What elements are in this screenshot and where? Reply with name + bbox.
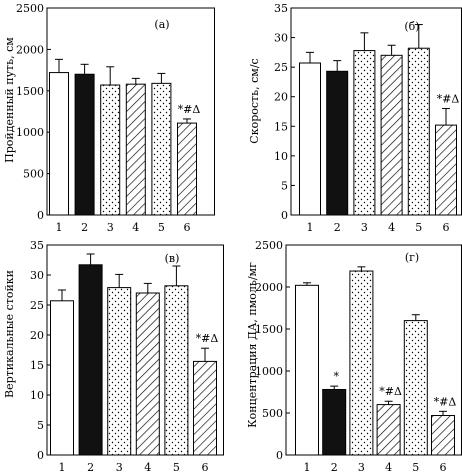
significance-annotation: *#Δ (379, 385, 402, 398)
x-tick-label: 3 (107, 221, 114, 234)
bar (107, 287, 132, 456)
x-tick-label: 3 (361, 221, 368, 234)
y-tick-label: 1000 (16, 126, 44, 139)
plot-frame (46, 244, 224, 456)
panel-label: (г) (405, 251, 419, 264)
y-tick-label: 20 (274, 91, 288, 104)
significance-annotation: *#Δ (437, 93, 460, 106)
x-tick-label: 2 (334, 221, 341, 234)
x-tick-label: 6 (440, 461, 447, 474)
x-tick-label: 6 (443, 221, 450, 234)
x-tick-label: 5 (158, 221, 165, 234)
bar (78, 264, 103, 456)
x-tick-label: 5 (173, 461, 180, 474)
significance-annotation: *#Δ (178, 103, 201, 116)
y-tick-label: 0 (276, 449, 283, 462)
bar (164, 285, 189, 456)
y-tick-label: 30 (30, 269, 44, 282)
panel-label: (а) (154, 18, 169, 31)
bar (403, 320, 428, 456)
y-axis-label: Концентрация ДА, пмоль/мг (246, 262, 259, 428)
y-axis-label: Вертикальные стойки (3, 270, 16, 398)
bar (380, 54, 403, 216)
bar (431, 415, 455, 456)
bar (299, 62, 321, 216)
y-tick-label: 25 (30, 299, 44, 312)
y-tick-label: 5 (37, 419, 44, 432)
panel-label: (в) (165, 252, 180, 265)
bar (135, 292, 160, 456)
bar (151, 82, 172, 216)
y-tick-label: 1500 (16, 85, 44, 98)
y-tick-label: 15 (30, 359, 44, 372)
panel-d: (г) Концентрация ДА, пмоль/мг 0500100015… (246, 239, 462, 474)
x-tick-label: 1 (56, 221, 63, 234)
bar (125, 83, 146, 216)
y-tick-label: 500 (262, 407, 283, 420)
x-tick-label: 3 (358, 461, 365, 474)
y-tick-label: 0 (281, 209, 288, 222)
y-tick-label: 2000 (16, 43, 44, 56)
bar (74, 73, 95, 216)
bar (349, 270, 374, 456)
panel-label: (б) (404, 20, 419, 33)
bar (49, 72, 69, 216)
x-tick-label: 4 (132, 221, 139, 234)
y-tick-label: 2500 (255, 239, 283, 252)
panel-b: (б) Скорость, см/с 0 5 10 15 20 25 30 35 1 2 3 4 5 6 *… (248, 2, 462, 234)
y-tick-label: 5 (281, 179, 288, 192)
bar (353, 50, 376, 216)
bar (435, 124, 457, 216)
x-tick-label: 2 (331, 461, 338, 474)
significance-annotation: *#Δ (434, 395, 457, 408)
bar (193, 360, 217, 456)
bar (295, 284, 319, 456)
y-tick-label: 1000 (255, 365, 283, 378)
y-tick-label: 10 (274, 150, 288, 163)
bar (322, 388, 347, 456)
y-tick-label: 2000 (255, 281, 283, 294)
x-tick-label: 2 (87, 461, 94, 474)
bar (407, 47, 430, 216)
bar (177, 122, 197, 216)
y-tick-label: 0 (37, 209, 44, 222)
x-tick-label: 1 (59, 461, 66, 474)
bar (50, 300, 74, 456)
y-tick-label: 30 (274, 32, 288, 45)
y-tick-label: 1500 (255, 323, 283, 336)
bar (326, 70, 349, 216)
x-tick-label: 1 (304, 461, 311, 474)
x-tick-label: 4 (144, 461, 151, 474)
y-tick-label: 20 (30, 329, 44, 342)
x-tick-label: 5 (412, 461, 419, 474)
x-tick-label: 6 (202, 461, 209, 474)
x-tick-label: 3 (116, 461, 123, 474)
y-tick-label: 2500 (16, 2, 44, 15)
x-tick-label: 6 (184, 221, 191, 234)
y-tick-label: 35 (274, 2, 288, 15)
x-tick-label: 4 (385, 461, 392, 474)
y-tick-label: 10 (30, 389, 44, 402)
x-tick-label: 4 (388, 221, 395, 234)
x-tick-label: 2 (81, 221, 88, 234)
y-tick-label: 0 (37, 449, 44, 462)
x-tick-label: 5 (415, 221, 422, 234)
significance-annotation: * (333, 370, 339, 383)
y-tick-label: 15 (274, 120, 288, 133)
y-tick-label: 35 (30, 239, 44, 252)
bar (100, 84, 121, 216)
x-tick-label: 1 (307, 221, 314, 234)
y-tick-label: 25 (274, 61, 288, 74)
y-axis-label: Скорость, см/с (248, 58, 261, 143)
y-tick-label: 500 (23, 168, 44, 181)
panel-a: (а) Пройденный путь, см 0 500 1000 1500 2000… (3, 2, 215, 234)
y-axis-label: Пройденный путь, см (3, 37, 16, 163)
significance-annotation: *#Δ (196, 332, 219, 345)
bar (376, 404, 401, 456)
